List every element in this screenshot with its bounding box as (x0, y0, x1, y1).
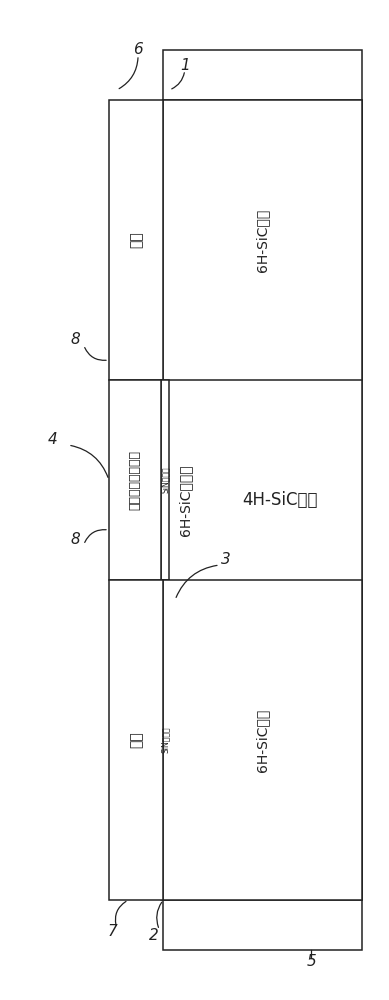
Text: 4H-SiC迌底: 4H-SiC迌底 (242, 491, 318, 509)
Bar (161, 580, 169, 900)
Text: 6H-SiC漏区: 6H-SiC漏区 (256, 208, 270, 272)
Bar (163, 50, 362, 950)
Text: 6H-SiC沟道区: 6H-SiC沟道区 (178, 464, 192, 536)
Text: 漏极: 漏极 (129, 232, 143, 248)
Text: 8: 8 (71, 532, 81, 548)
Bar (109, 100, 163, 380)
Text: 5: 5 (306, 954, 316, 970)
Bar (163, 100, 362, 900)
Bar (163, 100, 362, 380)
Text: SiN隔离层: SiN隔离层 (161, 467, 170, 493)
Text: 源极: 源极 (129, 732, 143, 748)
Bar (163, 580, 362, 900)
Text: 肖特基接触栅电极: 肖特基接触栅电极 (129, 450, 142, 510)
Text: 4: 4 (47, 432, 58, 448)
Text: 8: 8 (71, 332, 81, 348)
Text: 1: 1 (180, 57, 190, 73)
Text: 7: 7 (108, 924, 118, 940)
Text: 6: 6 (133, 42, 143, 57)
Bar (109, 380, 161, 580)
Text: 2: 2 (149, 928, 159, 942)
Text: 3: 3 (221, 552, 231, 568)
Bar (161, 380, 169, 580)
Text: SiN隔离层: SiN隔离层 (161, 727, 170, 753)
Bar (109, 580, 163, 900)
Text: 6H-SiC源区: 6H-SiC源区 (256, 708, 270, 772)
